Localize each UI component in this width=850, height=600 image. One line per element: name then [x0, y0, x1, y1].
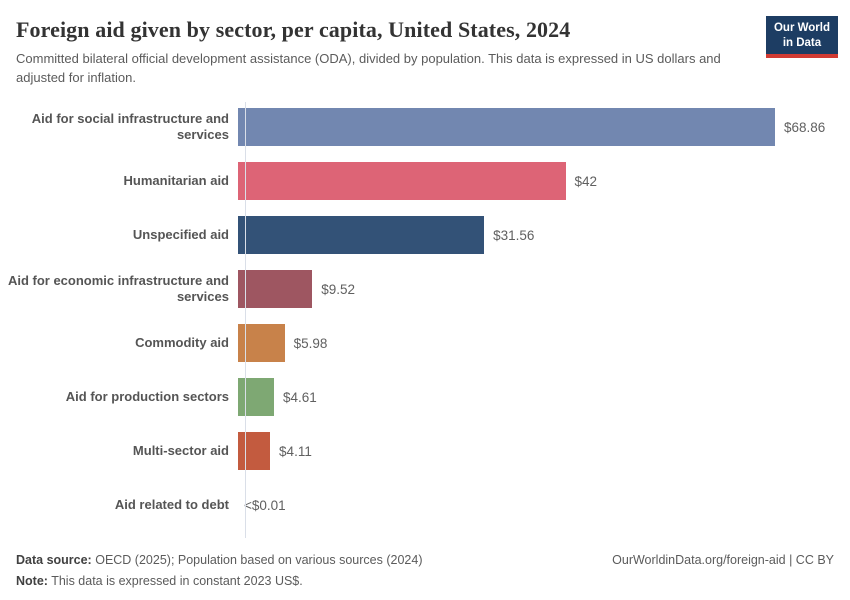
data-source-text: OECD (2025); Population based on various… — [95, 553, 423, 567]
bar-chart: Aid for social infrastructure and servic… — [0, 100, 850, 538]
bar-area: $9.52 — [237, 270, 850, 308]
bar-unspecified-aid[interactable] — [238, 216, 485, 254]
bar-social-infrastructure[interactable] — [238, 108, 775, 146]
y-axis-line — [245, 102, 246, 538]
value-label: $68.86 — [784, 119, 826, 135]
data-source-line: Data source: OECD (2025); Population bas… — [16, 553, 422, 567]
bar-area: $5.98 — [237, 324, 850, 362]
bar-row-social-infrastructure: Aid for social infrastructure and servic… — [0, 100, 850, 154]
bar-row-multi-sector-aid: Multi-sector aid $4.11 — [0, 424, 850, 478]
bar-economic-infrastructure[interactable] — [238, 270, 313, 308]
bar-area: $31.56 — [237, 216, 850, 254]
category-label: Aid related to debt — [114, 496, 229, 512]
note-line: Note: This data is expressed in constant… — [16, 574, 834, 588]
bar-row-commodity-aid: Commodity aid $5.98 — [0, 316, 850, 370]
category-label: Commodity aid — [135, 334, 229, 350]
data-source-label: Data source: — [16, 553, 92, 567]
note-text: This data is expressed in constant 2023 … — [51, 574, 303, 588]
bar-row-economic-infrastructure: Aid for economic infrastructure and serv… — [0, 262, 850, 316]
category-label: Aid for economic infrastructure and serv… — [7, 272, 229, 304]
bar-row-production-sectors: Aid for production sectors $4.61 — [0, 370, 850, 424]
chart-subtitle: Committed bilateral official development… — [16, 51, 721, 85]
category-label: Unspecified aid — [132, 226, 229, 242]
value-label: $4.61 — [282, 389, 317, 405]
chart-header: Foreign aid given by sector, per capita,… — [0, 0, 850, 88]
bar-area: $68.86 — [237, 108, 850, 146]
value-label: $4.11 — [279, 443, 312, 459]
category-label: Multi-sector aid — [132, 442, 229, 458]
category-label: Aid for social infrastructure and servic… — [31, 110, 229, 142]
bar-production-sectors[interactable] — [238, 378, 274, 416]
value-label: $31.56 — [493, 227, 535, 243]
bar-humanitarian-aid[interactable] — [238, 162, 566, 200]
value-label: $9.52 — [321, 281, 356, 297]
page-title: Foreign aid given by sector, per capita,… — [16, 17, 571, 42]
value-label: <$0.01 — [244, 497, 286, 513]
value-label: $42 — [574, 173, 598, 189]
bar-area: $4.11 — [237, 432, 850, 470]
note-label: Note: — [16, 574, 48, 588]
owid-url-attribution: OurWorldinData.org/foreign-aid | CC BY — [612, 553, 834, 567]
value-label: $5.98 — [293, 335, 328, 351]
bar-row-aid-related-to-debt: Aid related to debt <$0.01 — [0, 478, 850, 532]
category-label: Aid for production sectors — [65, 388, 229, 404]
category-label: Humanitarian aid — [123, 172, 229, 188]
bar-area: $42 — [237, 162, 850, 200]
bar-row-humanitarian-aid: Humanitarian aid $42 — [0, 154, 850, 208]
owid-logo: Our World in Data — [765, 16, 838, 58]
bar-area: $4.61 — [237, 378, 850, 416]
owid-logo-line2: in Data — [782, 36, 822, 49]
bar-multi-sector-aid[interactable] — [238, 432, 271, 470]
bar-row-unspecified-aid: Unspecified aid $31.56 — [0, 208, 850, 262]
owid-logo-line1: Our World — [773, 22, 830, 34]
chart-footer: Data source: OECD (2025); Population bas… — [16, 553, 834, 588]
bar-area: <$0.01 — [237, 498, 850, 513]
